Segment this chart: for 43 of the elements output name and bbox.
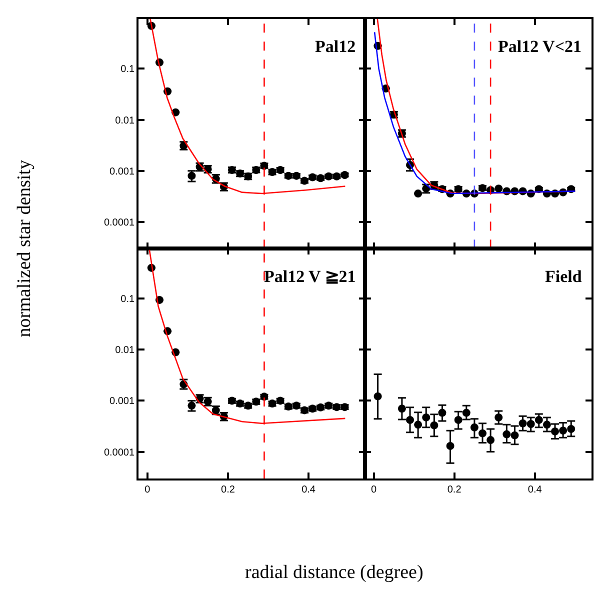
text: Pal12 V ≧21 bbox=[264, 267, 356, 286]
y-tick-label: 0.001 bbox=[110, 166, 135, 178]
x-axis-title: radial distance (degree) bbox=[245, 562, 424, 583]
point bbox=[559, 426, 568, 435]
text: Pal12 bbox=[315, 37, 356, 56]
point bbox=[542, 420, 551, 429]
y-axis-title: normalized star density bbox=[14, 159, 35, 338]
y-tick-label: 0.01 bbox=[115, 345, 135, 356]
point bbox=[414, 190, 422, 198]
point bbox=[430, 421, 438, 430]
x-tick-label: 0.2 bbox=[221, 484, 236, 496]
text: Pal12 V<21 bbox=[498, 37, 582, 56]
point bbox=[438, 408, 446, 417]
y-tick-label: 0.0001 bbox=[104, 217, 135, 228]
point bbox=[414, 420, 422, 429]
y-tick-label: 0.1 bbox=[120, 294, 135, 306]
point bbox=[510, 431, 519, 440]
x-tick-label: 0 bbox=[144, 484, 151, 496]
point bbox=[551, 427, 559, 436]
x-tick-label: 0.4 bbox=[302, 484, 316, 496]
point bbox=[446, 442, 454, 450]
point bbox=[422, 413, 430, 422]
y-tick-label: 0.01 bbox=[115, 115, 135, 126]
x-tick-label: 0.2 bbox=[447, 484, 462, 496]
point bbox=[486, 436, 495, 444]
point bbox=[462, 408, 470, 417]
x-tick-label: 0.4 bbox=[528, 484, 542, 496]
y-tick-label: 0.0001 bbox=[104, 447, 135, 458]
point bbox=[526, 420, 535, 428]
point bbox=[406, 416, 414, 424]
point bbox=[518, 419, 527, 428]
point bbox=[398, 404, 406, 413]
x-tick-label: 0 bbox=[370, 484, 377, 496]
point bbox=[567, 424, 576, 433]
point bbox=[478, 429, 487, 438]
point bbox=[374, 392, 382, 400]
point bbox=[534, 416, 543, 424]
y-tick-label: 0.001 bbox=[110, 396, 135, 408]
point bbox=[470, 423, 478, 432]
y-tick-label: 0.1 bbox=[120, 64, 135, 76]
point bbox=[502, 430, 511, 438]
text: Field bbox=[545, 267, 582, 286]
point bbox=[454, 416, 462, 424]
